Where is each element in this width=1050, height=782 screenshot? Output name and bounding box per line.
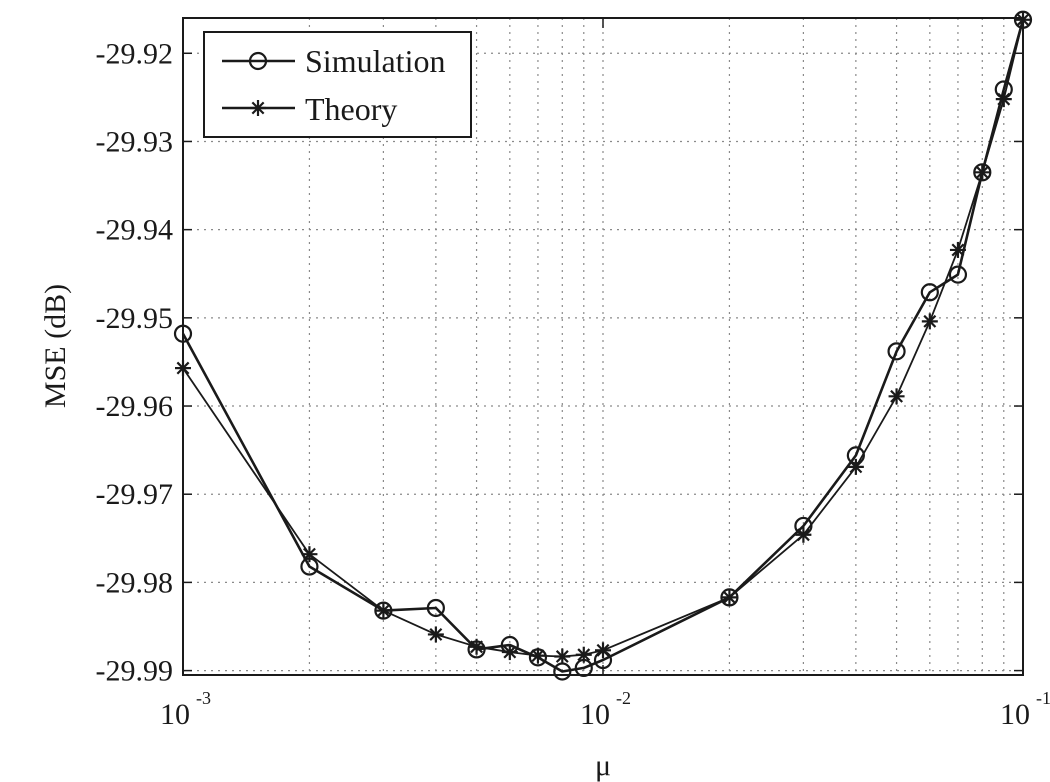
y-tick-label: -29.95	[96, 302, 174, 335]
tick-labels: -29.92 -29.93 -29.94 -29.95 -29.96 -29.97 -29.…	[96, 18, 1050, 731]
legend-theory-star	[250, 100, 266, 116]
y-tick-label: -29.94	[96, 214, 174, 247]
legend-theory-label: Theory	[305, 91, 397, 127]
series-theory-point	[995, 91, 1012, 108]
y-tick-label: -29.99	[96, 655, 174, 688]
legend-simulation-label: Simulation	[305, 43, 445, 79]
series-theory-point	[888, 388, 905, 405]
series-theory-point	[921, 313, 938, 330]
series-theory-point	[554, 648, 571, 665]
legend-theory-marker	[250, 100, 266, 116]
series-theory-point	[595, 642, 611, 659]
y-tick-label: -29.97	[96, 478, 174, 511]
x-tick-label: 10	[160, 698, 190, 731]
series-theory-point	[501, 644, 518, 661]
y-tick-label: -29.98	[96, 566, 174, 599]
series-simulation-line	[181, 19, 1025, 673]
legend-box	[203, 31, 472, 138]
series-theory-point	[301, 546, 318, 563]
y-axis-label: MSE (dB)	[39, 284, 72, 408]
x-tick-label: 10	[1000, 698, 1030, 731]
series-simulation-point	[887, 342, 906, 361]
series-theory-point	[375, 602, 392, 619]
legend: Simulation Theory	[203, 31, 472, 138]
y-tick-label: -29.93	[96, 125, 174, 158]
series-simulation-point	[920, 283, 939, 302]
series-theory-point	[468, 638, 485, 655]
grid-lines	[183, 18, 1023, 675]
series-layer	[173, 10, 1033, 681]
series-simulation-point	[426, 598, 445, 618]
series-theory-point	[575, 646, 592, 663]
series-theory-point	[795, 526, 812, 543]
x-tick-label: 10	[580, 698, 610, 731]
series-theory-point	[175, 360, 191, 377]
x-axis-label: μ	[595, 749, 611, 782]
series-theory-point	[949, 241, 966, 258]
legend-simulation-marker	[248, 51, 268, 71]
series-theory-point	[847, 458, 864, 475]
series-simulation-point	[948, 265, 968, 284]
series-theory-point	[974, 164, 991, 181]
x-tick-exponent: -3	[196, 688, 211, 708]
series-simulation-point	[173, 324, 193, 343]
series-theory-point	[721, 589, 738, 606]
x-tick-exponent: -2	[616, 688, 631, 708]
series-theory-point	[529, 647, 546, 664]
y-tick-label: -29.96	[96, 390, 174, 423]
series-theory-point	[427, 626, 444, 643]
y-tick-label: -29.92	[96, 37, 174, 70]
x-tick-exponent: -1	[1036, 688, 1050, 708]
